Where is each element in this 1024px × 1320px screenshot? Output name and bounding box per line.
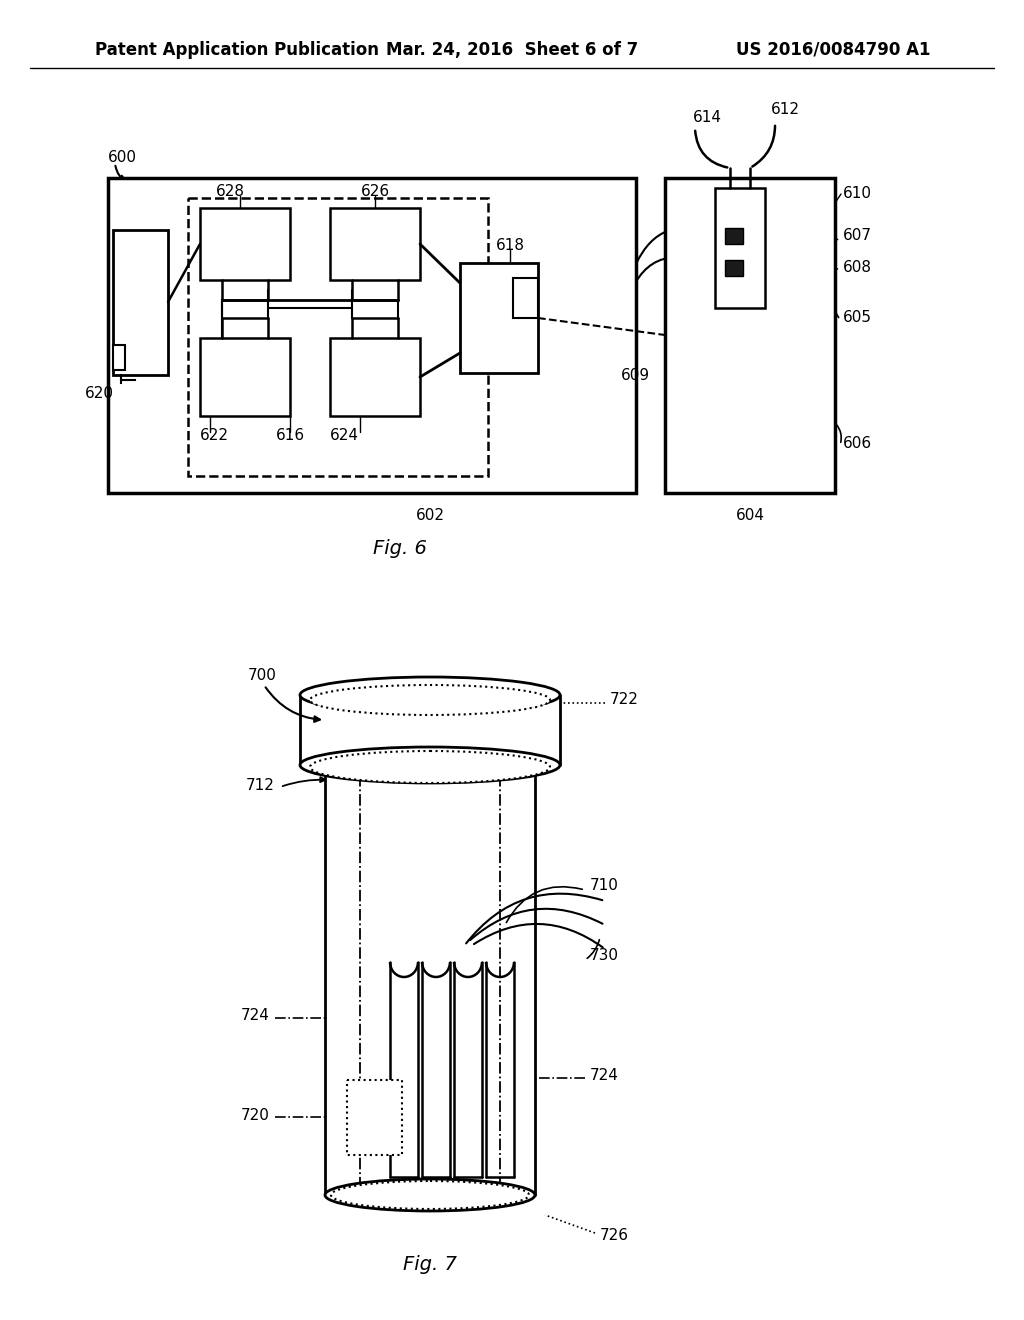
Text: 610: 610 xyxy=(843,186,872,201)
Text: 724: 724 xyxy=(241,1007,270,1023)
Ellipse shape xyxy=(310,685,550,715)
Bar xyxy=(725,228,743,244)
Bar xyxy=(330,338,420,416)
Text: Patent Application Publication: Patent Application Publication xyxy=(95,41,379,59)
Bar xyxy=(113,345,125,370)
FancyArrowPatch shape xyxy=(116,166,125,181)
Text: 724: 724 xyxy=(590,1068,618,1082)
Bar xyxy=(513,279,538,318)
Text: 620: 620 xyxy=(85,385,114,400)
Bar xyxy=(460,263,538,374)
Bar xyxy=(715,187,765,308)
Text: 616: 616 xyxy=(275,429,304,444)
Text: 720: 720 xyxy=(241,1107,270,1122)
FancyArrowPatch shape xyxy=(466,894,602,944)
Text: 614: 614 xyxy=(692,111,722,125)
Text: 605: 605 xyxy=(843,310,872,326)
Text: 700: 700 xyxy=(248,668,276,682)
FancyArrowPatch shape xyxy=(506,887,583,923)
Text: 622: 622 xyxy=(200,429,229,444)
Text: 712: 712 xyxy=(246,777,275,792)
FancyArrowPatch shape xyxy=(837,425,842,442)
Text: Fig. 7: Fig. 7 xyxy=(403,1255,457,1275)
Bar xyxy=(353,1092,390,1139)
Bar xyxy=(665,178,835,492)
Text: 628: 628 xyxy=(215,185,245,199)
FancyArrowPatch shape xyxy=(748,238,838,251)
Text: 606: 606 xyxy=(843,436,872,450)
Ellipse shape xyxy=(310,751,550,783)
FancyArrowPatch shape xyxy=(587,940,599,958)
Text: 609: 609 xyxy=(621,367,650,383)
Ellipse shape xyxy=(331,1181,529,1209)
Ellipse shape xyxy=(300,747,560,783)
Bar xyxy=(188,198,488,477)
FancyArrowPatch shape xyxy=(470,908,602,940)
Bar xyxy=(725,260,743,276)
FancyArrowPatch shape xyxy=(695,131,727,168)
Bar xyxy=(113,230,168,375)
Text: 624: 624 xyxy=(330,429,359,444)
Text: 600: 600 xyxy=(108,150,137,165)
FancyArrowPatch shape xyxy=(748,260,838,269)
FancyArrowPatch shape xyxy=(770,268,839,318)
Text: 618: 618 xyxy=(496,238,524,252)
Text: 710: 710 xyxy=(590,878,618,892)
Text: 607: 607 xyxy=(843,228,872,243)
Text: 626: 626 xyxy=(360,185,389,199)
FancyArrowPatch shape xyxy=(265,688,319,722)
Text: Fig. 6: Fig. 6 xyxy=(373,539,427,557)
Text: 608: 608 xyxy=(843,260,872,276)
FancyArrowPatch shape xyxy=(626,257,713,305)
FancyArrowPatch shape xyxy=(283,777,326,787)
Text: 612: 612 xyxy=(770,103,800,117)
Text: 604: 604 xyxy=(735,507,765,523)
Text: 730: 730 xyxy=(590,948,618,962)
FancyArrowPatch shape xyxy=(753,125,775,166)
Bar xyxy=(108,178,636,492)
Bar xyxy=(200,209,290,280)
Bar xyxy=(200,338,290,416)
Ellipse shape xyxy=(300,677,560,713)
FancyArrowPatch shape xyxy=(636,228,713,264)
Bar xyxy=(330,209,420,280)
Text: US 2016/0084790 A1: US 2016/0084790 A1 xyxy=(735,41,930,59)
Text: Mar. 24, 2016  Sheet 6 of 7: Mar. 24, 2016 Sheet 6 of 7 xyxy=(386,41,638,59)
Text: 726: 726 xyxy=(600,1228,629,1242)
Ellipse shape xyxy=(325,1179,535,1210)
Text: 602: 602 xyxy=(416,507,444,523)
Text: 722: 722 xyxy=(610,693,639,708)
FancyArrowPatch shape xyxy=(474,924,603,948)
Bar xyxy=(347,1080,402,1155)
